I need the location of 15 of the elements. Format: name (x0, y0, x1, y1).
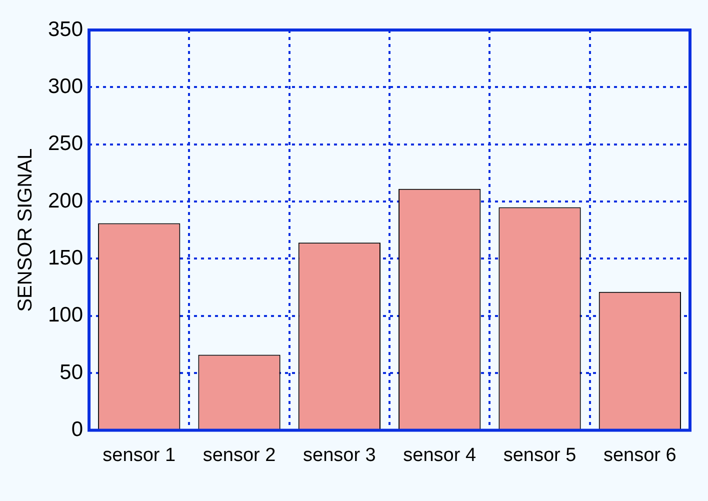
x-tick-label: sensor 3 (303, 444, 376, 466)
x-tick-label: sensor 2 (202, 444, 276, 466)
y-tick-label: 100 (48, 304, 84, 327)
y-axis-title: SENSOR SIGNAL (14, 148, 37, 312)
x-tick-label: sensor 6 (603, 444, 676, 466)
x-tick-label: sensor 5 (503, 444, 576, 466)
y-tick-label: 250 (48, 132, 84, 156)
y-tick-label: 300 (48, 74, 84, 98)
y-tick-label: 50 (60, 360, 84, 384)
x-tick-label: sensor 1 (102, 444, 176, 466)
y-tick-label: 350 (48, 18, 84, 41)
y-tick-label: 0 (71, 418, 84, 441)
y-tick-label: 150 (48, 246, 84, 270)
y-tick-label: 200 (48, 189, 84, 212)
x-tick-label: sensor 4 (403, 444, 476, 466)
